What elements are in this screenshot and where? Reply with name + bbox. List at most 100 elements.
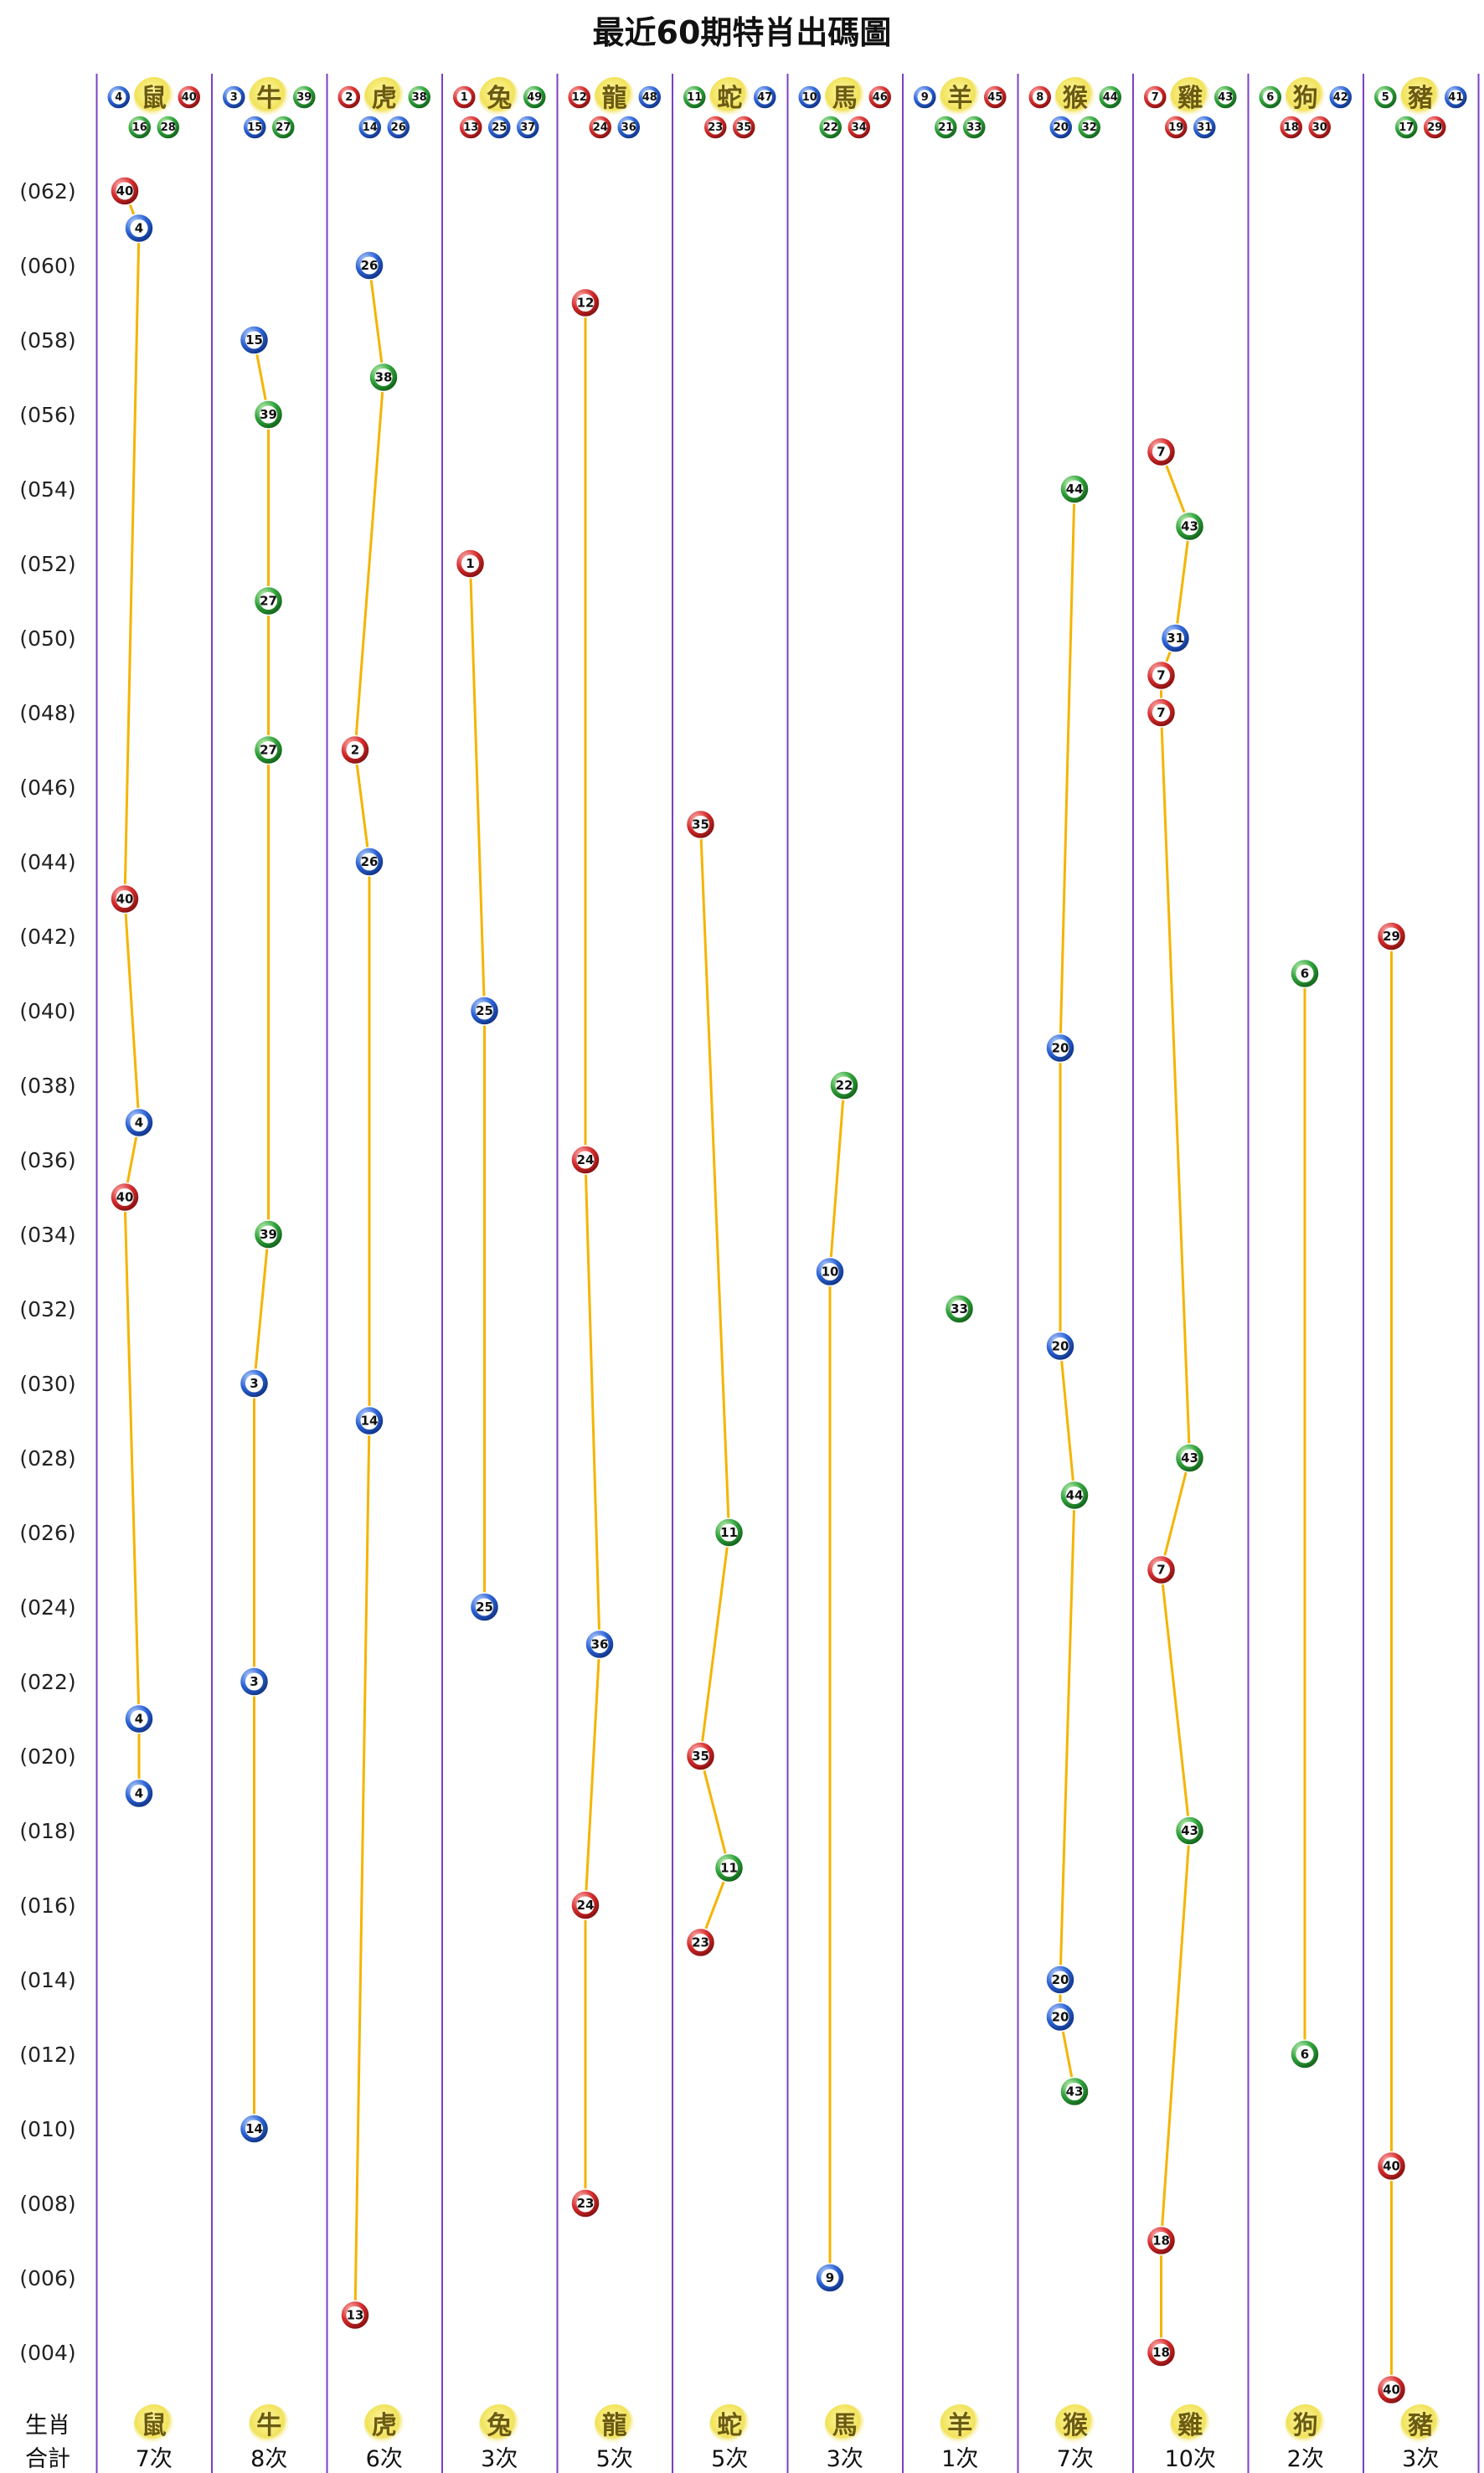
footer-total: 10次 bbox=[1165, 2446, 1216, 2472]
header-ball: 40 bbox=[177, 85, 202, 110]
data-ball: 14 bbox=[239, 2114, 270, 2144]
header-ball: 24 bbox=[588, 115, 613, 140]
footer-total: 3次 bbox=[481, 2446, 518, 2472]
footer-glow bbox=[709, 2404, 750, 2445]
data-ball: 20 bbox=[1045, 1331, 1075, 1362]
series-line bbox=[123, 190, 141, 1794]
period-label: (040) bbox=[19, 999, 75, 1023]
header-ball: 23 bbox=[703, 115, 728, 140]
svg-text:19: 19 bbox=[1168, 121, 1183, 134]
header-ball: 38 bbox=[407, 85, 432, 110]
data-ball: 40 bbox=[110, 1182, 140, 1213]
svg-text:12: 12 bbox=[572, 91, 587, 104]
data-ball: 39 bbox=[253, 1219, 284, 1249]
data-ball: 24 bbox=[570, 1890, 600, 1920]
data-ball: 27 bbox=[253, 734, 284, 765]
data-ball: 18 bbox=[1146, 2337, 1177, 2367]
header-ball: 26 bbox=[386, 115, 411, 140]
period-label: (044) bbox=[19, 850, 75, 874]
svg-text:8: 8 bbox=[1036, 91, 1043, 104]
header-ball: 7 bbox=[1142, 85, 1167, 110]
svg-text:3: 3 bbox=[250, 1674, 258, 1689]
period-label: (008) bbox=[19, 2192, 75, 2216]
period-label: (030) bbox=[19, 1372, 75, 1396]
period-label: (022) bbox=[19, 1670, 75, 1694]
svg-text:39: 39 bbox=[296, 91, 312, 104]
svg-text:13: 13 bbox=[347, 2308, 364, 2323]
data-ball: 44 bbox=[1059, 1480, 1090, 1511]
header-ball: 43 bbox=[1213, 85, 1238, 110]
header-ball: 19 bbox=[1163, 115, 1188, 140]
svg-text:33: 33 bbox=[951, 1301, 968, 1316]
svg-text:23: 23 bbox=[692, 1935, 709, 1950]
series-line bbox=[699, 824, 730, 1944]
svg-text:2: 2 bbox=[345, 91, 353, 104]
header-ball: 5 bbox=[1373, 85, 1398, 110]
column-header: 12 龍 48 24 36 bbox=[567, 77, 662, 140]
header-ball: 18 bbox=[1279, 115, 1304, 140]
svg-text:12: 12 bbox=[577, 296, 595, 311]
period-label: (026) bbox=[19, 1521, 75, 1545]
data-ball: 14 bbox=[354, 1405, 384, 1436]
svg-text:15: 15 bbox=[247, 121, 262, 134]
column-dividers bbox=[95, 74, 1480, 2473]
column-header: 6 狗 42 18 30 bbox=[1258, 77, 1353, 140]
column-header: 4 鼠 40 16 28 bbox=[106, 77, 202, 140]
svg-text:38: 38 bbox=[412, 91, 427, 104]
svg-text:3: 3 bbox=[250, 1376, 258, 1391]
header-zodiac: 牛 bbox=[256, 84, 281, 113]
svg-text:43: 43 bbox=[1218, 91, 1233, 104]
svg-text:27: 27 bbox=[276, 121, 291, 134]
footer-glow bbox=[363, 2404, 404, 2445]
series-line bbox=[1059, 488, 1076, 2092]
data-ball: 3 bbox=[239, 1667, 270, 1697]
svg-text:47: 47 bbox=[757, 91, 772, 104]
series-line bbox=[469, 563, 486, 1607]
footer-total: 1次 bbox=[941, 2446, 978, 2472]
svg-text:27: 27 bbox=[260, 594, 277, 609]
svg-text:38: 38 bbox=[375, 370, 393, 385]
data-ball: 40 bbox=[110, 176, 140, 206]
svg-text:4: 4 bbox=[135, 221, 143, 236]
header-zodiac: 兔 bbox=[487, 84, 512, 113]
header-ball: 9 bbox=[912, 85, 937, 110]
svg-text:43: 43 bbox=[1066, 2084, 1084, 2099]
column-header: 9 羊 45 21 33 bbox=[912, 77, 1007, 140]
period-label: (010) bbox=[19, 2117, 75, 2141]
svg-text:25: 25 bbox=[476, 1600, 493, 1615]
svg-text:40: 40 bbox=[116, 892, 134, 907]
svg-text:26: 26 bbox=[391, 121, 406, 134]
data-ball: 40 bbox=[110, 884, 140, 914]
header-ball: 10 bbox=[797, 85, 822, 110]
svg-text:3: 3 bbox=[230, 91, 238, 104]
data-ball: 4 bbox=[124, 1703, 154, 1734]
svg-text:20: 20 bbox=[1054, 121, 1069, 134]
period-label: (054) bbox=[19, 477, 75, 502]
data-ball: 7 bbox=[1146, 660, 1177, 691]
svg-text:36: 36 bbox=[621, 121, 636, 134]
period-label: (006) bbox=[19, 2266, 75, 2290]
period-label: (034) bbox=[19, 1223, 75, 1247]
svg-text:9: 9 bbox=[921, 91, 929, 104]
svg-text:6: 6 bbox=[1301, 966, 1309, 981]
data-ball: 27 bbox=[253, 585, 284, 616]
svg-text:22: 22 bbox=[836, 1078, 853, 1093]
svg-text:49: 49 bbox=[527, 91, 542, 104]
svg-text:25: 25 bbox=[492, 121, 507, 134]
svg-text:4: 4 bbox=[135, 1712, 143, 1727]
svg-text:17: 17 bbox=[1399, 121, 1414, 134]
period-label: (032) bbox=[19, 1297, 75, 1322]
data-ball: 40 bbox=[1376, 2374, 1407, 2405]
svg-text:40: 40 bbox=[1383, 2159, 1400, 2174]
header-ball: 44 bbox=[1098, 85, 1123, 110]
svg-text:43: 43 bbox=[1181, 1823, 1198, 1838]
header-ball: 30 bbox=[1307, 115, 1332, 140]
svg-text:44: 44 bbox=[1066, 1488, 1084, 1503]
footer-total: 2次 bbox=[1287, 2446, 1324, 2472]
header-ball: 36 bbox=[616, 115, 642, 140]
data-ball: 22 bbox=[829, 1070, 859, 1100]
svg-text:4: 4 bbox=[115, 91, 122, 104]
footer-zodiac: 狗 bbox=[1293, 2411, 1318, 2440]
svg-text:21: 21 bbox=[938, 121, 953, 134]
